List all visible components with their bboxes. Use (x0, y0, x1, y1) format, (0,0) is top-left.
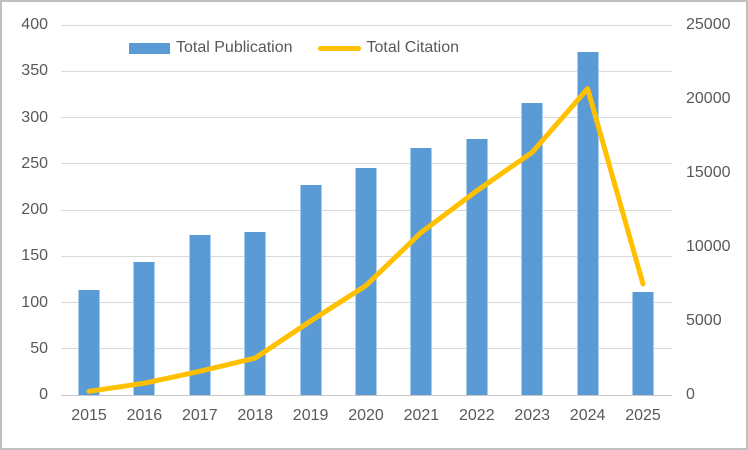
left-axis-tick-label: 0 (39, 386, 48, 403)
publication-bar-2017 (188, 234, 211, 395)
legend-item-total-citation: Total Citation (317, 39, 460, 57)
publication-bar-2015 (78, 290, 100, 395)
left-axis-tick-label: 250 (21, 154, 48, 172)
citation-line-svg (86, 86, 646, 394)
x-axis-tick-label: 2018 (237, 407, 273, 424)
x-axis-tick-label: 2016 (126, 407, 163, 424)
citation-line (86, 86, 646, 394)
x-axis-tick-label: 2025 (625, 407, 661, 424)
publication-bar-2019 (299, 185, 322, 395)
legend: Total Publication Total Citation (129, 39, 459, 57)
publication-bar-2023 (521, 102, 544, 395)
left-axis-tick-label: 200 (21, 201, 48, 218)
left-axis-tick-label: 100 (21, 293, 48, 311)
bar-series-swatch (129, 42, 170, 54)
publication-bar-2025 (632, 292, 654, 395)
legend-item-total-publication: Total Publication (129, 39, 293, 57)
right-axis-tick-label: 0 (686, 386, 695, 403)
publication-bar-2021 (410, 148, 433, 395)
x-axis-tick-label: 2024 (569, 407, 606, 424)
left-axis-tick-label: 350 (21, 62, 48, 80)
gridline (61, 70, 672, 72)
x-axis-tick-label: 2019 (292, 407, 329, 424)
right-axis-tick-label: 10000 (686, 238, 731, 255)
x-axis-line (61, 394, 672, 396)
left-axis-tick-label: 400 (21, 16, 48, 33)
gridline (61, 117, 672, 118)
publication-bar-2022 (465, 138, 488, 395)
publication-bar-2020 (355, 168, 377, 395)
left-axis-tick-label: 300 (21, 108, 48, 126)
right-axis-tick-label: 15000 (686, 164, 731, 181)
x-axis-tick-label: 2020 (348, 407, 384, 424)
right-axis-tick-label: 25000 (686, 16, 731, 33)
publication-bar-2024 (576, 51, 599, 395)
plot-area (61, 24, 672, 396)
line-series-swatch (317, 45, 361, 51)
legend-label-total-citation: Total Citation (366, 39, 460, 56)
publication-bar-2016 (133, 261, 156, 395)
x-axis-tick-label: 2021 (403, 407, 440, 424)
x-axis-tick-label: 2023 (514, 407, 550, 424)
right-axis-tick-label: 5000 (686, 312, 722, 329)
gridline (61, 24, 672, 26)
x-axis-tick-label: 2017 (182, 407, 218, 424)
gridline (61, 163, 672, 165)
legend-label-total-publication: Total Publication (176, 39, 293, 56)
x-axis-tick-label: 2022 (459, 407, 495, 424)
left-axis-tick-label: 50 (30, 339, 48, 357)
x-axis-tick-label: 2015 (71, 407, 107, 424)
right-axis-tick-label: 20000 (686, 90, 731, 107)
left-axis-tick-label: 150 (21, 247, 48, 265)
